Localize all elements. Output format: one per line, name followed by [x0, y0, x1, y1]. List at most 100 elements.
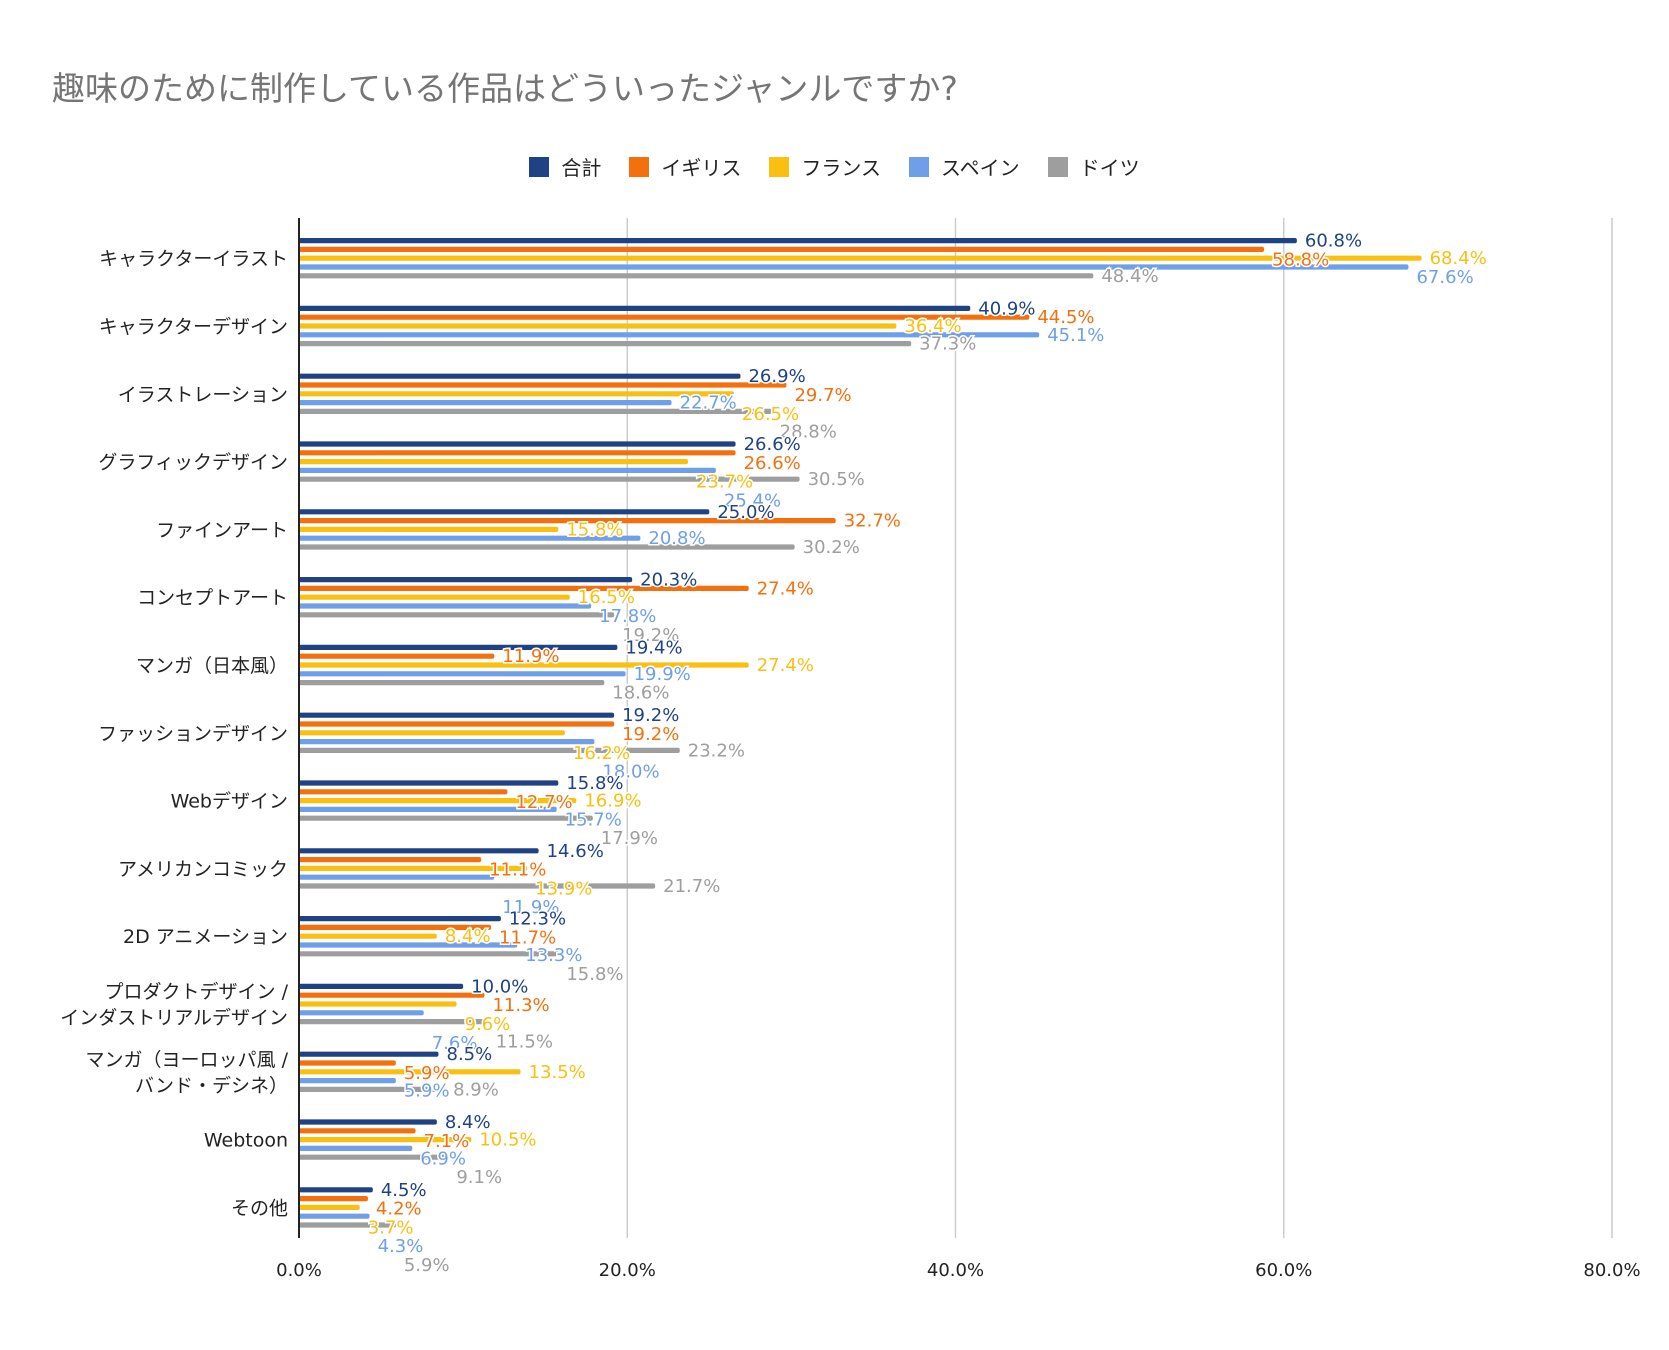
chart-legend: 合計 イギリス フランス スペイン ドイツ [0, 152, 1669, 181]
data-label: 6.9% [420, 1148, 466, 1169]
data-label: 19.9% [634, 664, 691, 685]
bar [299, 373, 741, 379]
bar [299, 874, 495, 880]
bar [299, 535, 641, 541]
bar [299, 544, 795, 550]
category-label: Webデザイン [171, 791, 288, 813]
data-label: 15.8% [566, 519, 623, 540]
data-label: 3.7% [368, 1217, 414, 1238]
bar [299, 476, 800, 482]
data-label: 19.2% [622, 724, 679, 745]
bar [299, 680, 605, 686]
bar [299, 518, 836, 524]
x-tick-label: 0.0% [276, 1260, 322, 1281]
data-label: 29.7% [794, 385, 851, 406]
data-label: 8.4% [445, 926, 491, 947]
data-label: 4.5% [381, 1180, 427, 1201]
bar [299, 305, 971, 311]
bar [299, 603, 592, 609]
data-label: 19.2% [622, 705, 679, 726]
data-label: 26.6% [744, 453, 801, 474]
data-label: 14.6% [547, 841, 604, 862]
bar [299, 644, 618, 650]
legend-swatch [529, 156, 550, 177]
category-label: ファインアート [156, 519, 288, 541]
bar [299, 400, 672, 406]
legend-swatch [909, 156, 929, 177]
data-label: 21.7% [663, 876, 720, 897]
x-tick-label: 60.0% [1255, 1260, 1312, 1281]
data-label: 8.5% [447, 1044, 493, 1065]
data-label: 5.9% [404, 1081, 450, 1102]
data-label: 17.8% [599, 606, 656, 627]
data-label: 15.8% [566, 773, 623, 794]
bar [299, 789, 508, 795]
chart-title: 趣味のために制作している作品はどういったジャンルですか? [52, 69, 958, 108]
bar [299, 992, 485, 998]
data-label: 9.1% [456, 1167, 502, 1188]
data-label: 12.7% [515, 792, 572, 813]
bar [299, 594, 570, 600]
data-label: 13.3% [525, 945, 582, 966]
bar [299, 730, 565, 736]
bar [299, 1051, 439, 1057]
data-label: 27.4% [757, 578, 814, 599]
bar [299, 1001, 457, 1007]
data-label: 7.1% [424, 1131, 470, 1152]
bar [299, 1119, 437, 1125]
category-label: マンガ（日本風） [136, 655, 288, 677]
data-label: 25.0% [717, 502, 774, 523]
bar [299, 450, 736, 456]
data-label: 11.7% [499, 927, 556, 948]
data-label: 22.7% [680, 393, 737, 414]
data-label: 16.2% [573, 743, 630, 764]
data-label: 8.4% [445, 1112, 491, 1133]
legend-item: ドイツ [1047, 152, 1140, 181]
data-label: 11.9% [502, 897, 559, 918]
bar [299, 653, 495, 659]
bar [299, 806, 557, 812]
bar [299, 1196, 368, 1202]
bar [299, 341, 912, 347]
bar [299, 1019, 488, 1025]
category-label: 2D アニメーション [123, 926, 288, 948]
bar [299, 1060, 396, 1066]
data-label: 36.4% [904, 316, 961, 337]
bar [299, 721, 615, 727]
legend-label: 合計 [561, 156, 602, 180]
data-label: 11.1% [489, 860, 546, 881]
bar [299, 1187, 373, 1193]
bar [299, 739, 595, 745]
bar [299, 671, 626, 677]
bar [299, 246, 1265, 252]
data-label: 5.9% [404, 1063, 450, 1084]
bar [299, 857, 482, 863]
data-label: 58.8% [1272, 249, 1329, 270]
data-label: 5.9% [404, 1255, 450, 1276]
bar [299, 441, 736, 447]
bar [299, 323, 897, 329]
bar [299, 1213, 370, 1219]
bar [299, 1204, 360, 1210]
bar [299, 1086, 446, 1092]
bar [299, 612, 615, 618]
data-label: 8.9% [453, 1079, 499, 1100]
data-label: 20.8% [648, 528, 705, 549]
data-label: 17.9% [601, 828, 658, 849]
legend-swatch [629, 156, 650, 177]
data-label: 11.9% [502, 646, 559, 667]
category-label: グラフィックデザイン [98, 452, 288, 474]
data-label: 15.7% [565, 809, 622, 830]
x-tick-label: 20.0% [599, 1260, 656, 1281]
data-label: 48.4% [1101, 266, 1158, 287]
bar [299, 1069, 521, 1075]
bar [299, 983, 464, 989]
data-label: 13.9% [535, 878, 592, 899]
bar [299, 662, 749, 668]
bar [299, 712, 615, 718]
data-label: 18.0% [602, 762, 659, 783]
data-label: 68.4% [1430, 248, 1487, 269]
data-label: 10.0% [471, 976, 528, 997]
bar [299, 585, 749, 591]
data-label: 26.5% [742, 404, 799, 425]
